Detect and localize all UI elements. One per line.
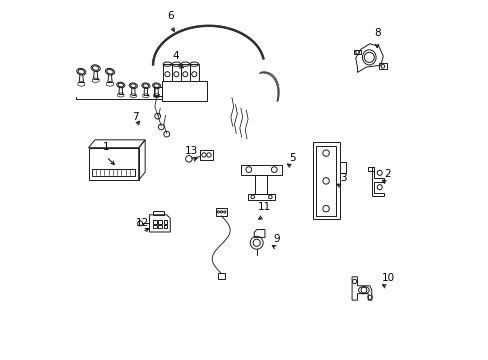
Bar <box>378 63 386 69</box>
Bar <box>172 64 180 81</box>
Text: 5: 5 <box>289 153 296 163</box>
Text: 7: 7 <box>132 112 138 122</box>
Bar <box>217 273 224 279</box>
Text: 12: 12 <box>135 218 149 228</box>
Bar <box>92 169 135 176</box>
Bar <box>181 64 189 81</box>
Bar <box>241 165 282 175</box>
Bar <box>215 208 226 216</box>
Bar <box>163 225 167 228</box>
Text: 11: 11 <box>257 202 270 212</box>
Text: 3: 3 <box>339 173 346 183</box>
Text: 9: 9 <box>273 234 280 244</box>
Text: 13: 13 <box>184 146 198 156</box>
Text: 4: 4 <box>172 51 179 61</box>
Text: 10: 10 <box>381 273 394 283</box>
Text: 8: 8 <box>373 28 380 38</box>
Bar <box>158 220 162 224</box>
Text: 6: 6 <box>167 12 174 22</box>
Bar <box>163 220 167 224</box>
Bar <box>153 225 156 228</box>
Bar <box>162 81 206 101</box>
Bar <box>158 225 162 228</box>
Bar <box>312 142 339 220</box>
Bar <box>88 148 139 180</box>
Bar <box>247 194 274 200</box>
Bar <box>353 50 360 54</box>
Bar <box>190 64 198 81</box>
Bar <box>153 220 156 224</box>
Bar <box>316 146 335 216</box>
Bar <box>153 211 163 215</box>
Text: 1: 1 <box>103 143 109 152</box>
Bar <box>254 175 266 194</box>
Text: 2: 2 <box>384 169 390 179</box>
Bar <box>163 64 171 81</box>
